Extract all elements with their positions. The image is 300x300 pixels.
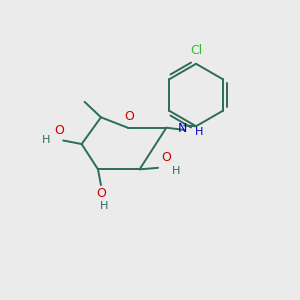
Text: H: H (42, 136, 50, 146)
Text: O: O (96, 187, 106, 200)
Text: O: O (124, 110, 134, 123)
Text: H: H (100, 201, 108, 211)
Text: N: N (178, 122, 188, 135)
Text: O: O (162, 151, 172, 164)
Text: H: H (195, 127, 203, 137)
Text: Cl: Cl (190, 44, 202, 57)
Text: H: H (172, 166, 181, 176)
Text: O: O (54, 124, 64, 136)
